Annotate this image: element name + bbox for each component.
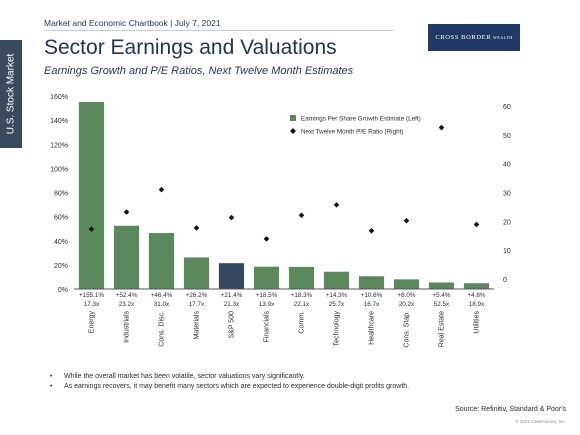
page-subtitle: Earnings Growth and P/E Ratios, Next Twe… (44, 65, 354, 77)
growth-data-label: +4.8% (467, 292, 485, 299)
legend-label-eps: Earnings Per Share Growth Estimate (Left… (301, 116, 421, 123)
bar-7 (323, 271, 350, 289)
pe-data-label: 22.1x (294, 301, 310, 308)
growth-data-label: +10.6% (361, 292, 383, 299)
y-right-tick-label: 60 (503, 104, 511, 111)
y-right-tick-label: 0 (503, 277, 507, 284)
pe-marker-2 (158, 186, 165, 193)
x-category-label: Cons. Disc. (159, 311, 166, 347)
page-title: Sector Earnings and Valuations (44, 36, 337, 59)
growth-data-label: +5.4% (432, 292, 450, 299)
side-section-tab: U.S. Stock Market (0, 40, 22, 148)
x-category-label: Financials (264, 311, 271, 343)
bar-8 (358, 276, 385, 289)
y-left-tick-label: 20% (54, 263, 68, 270)
header-divider (44, 30, 394, 31)
bar-9 (393, 279, 420, 289)
pe-data-label: 31.0x (154, 301, 170, 308)
pe-marker-7 (333, 202, 340, 208)
pe-marker-9 (403, 217, 410, 224)
bar-3 (183, 257, 210, 289)
x-category-label: S&P 500 (229, 311, 236, 339)
x-category-label: Industrials (124, 311, 131, 343)
note-item: While the overall market has been volati… (50, 372, 410, 382)
brand-logo-subtext: WEALTH (493, 35, 513, 40)
x-category-label: Cons. Stap. (404, 311, 411, 348)
notes-list: While the overall market has been volati… (50, 372, 410, 392)
x-category-label: Real Estate (439, 311, 446, 347)
pe-marker-6 (298, 212, 305, 219)
y-right-tick-label: 40 (503, 162, 511, 169)
legend-swatch-pe (290, 128, 296, 134)
bar-0 (78, 101, 105, 290)
y-right-tick-label: 30 (503, 191, 511, 198)
growth-data-label: +14.3% (326, 292, 348, 299)
growth-data-label: +18.5% (256, 292, 278, 299)
pe-data-label: 13.9x (259, 301, 275, 308)
legend-label-pe: Next Twelve Month P/E Ratio (Right) (301, 129, 403, 136)
y-right-tick-label: 10 (503, 248, 511, 255)
y-left-tick-label: 160% (50, 94, 68, 101)
pe-marker-8 (368, 228, 375, 234)
y-right-tick-label: 20 (503, 219, 511, 226)
pe-data-label: 52.5x (434, 301, 450, 308)
pe-marker-10 (438, 124, 445, 131)
x-category-label: Technology (334, 311, 341, 347)
growth-data-label: +26.2% (186, 292, 208, 299)
legend-swatch-eps (290, 115, 296, 121)
bar-10 (428, 282, 455, 289)
pe-marker-1 (123, 209, 130, 215)
bar-4 (218, 263, 245, 289)
y-left-tick-label: 120% (50, 142, 68, 149)
y-left-tick-label: 80% (54, 191, 68, 198)
pe-marker-11 (473, 221, 480, 228)
bar-6 (288, 266, 315, 289)
note-item: As earnings recovers, it may benefit man… (50, 382, 410, 392)
growth-data-label: +18.3% (291, 292, 313, 299)
chartbook-header: Market and Economic Chartbook | July 7, … (44, 18, 221, 28)
copyright-note: © 2021 Clearnomics, Inc. (515, 419, 566, 424)
y-left-tick-label: 100% (50, 166, 68, 173)
pe-data-label: 18.9x (469, 301, 485, 308)
x-category-label: Utilities (474, 311, 481, 334)
y-left-tick-label: 0% (58, 287, 68, 294)
x-category-label: Materials (194, 311, 201, 340)
pe-marker-3 (193, 225, 200, 231)
growth-data-label: +52.4% (116, 292, 138, 299)
pe-data-label: 23.2x (119, 301, 135, 308)
bar-11 (463, 283, 490, 289)
bar-5 (253, 266, 280, 289)
y-right-tick-label: 50 (503, 133, 511, 140)
growth-data-label: +46.4% (151, 292, 173, 299)
x-category-label: Energy (89, 311, 96, 334)
growth-data-label: +21.4% (221, 292, 243, 299)
pe-data-label: 16.7x (364, 301, 380, 308)
pe-data-label: 17.7x (189, 301, 205, 308)
growth-data-label: +155.1% (79, 292, 104, 299)
pe-marker-0 (88, 226, 95, 232)
bar-1 (113, 225, 140, 289)
pe-data-label: 21.3x (224, 301, 240, 308)
x-category-label: Comm. (299, 311, 306, 334)
y-left-tick-label: 140% (50, 118, 68, 125)
pe-data-label: 25.7x (329, 301, 345, 308)
source-note: Source: Refinitiv, Standard & Poor's (455, 406, 566, 413)
brand-logo: CROSS BORDER WEALTH (428, 24, 520, 51)
bar-2 (148, 233, 175, 289)
growth-data-label: +8.0% (397, 292, 415, 299)
y-left-tick-label: 60% (54, 215, 68, 222)
y-left-tick-label: 40% (54, 239, 68, 246)
brand-logo-text: CROSS BORDER (435, 34, 492, 41)
pe-marker-5 (263, 236, 270, 242)
x-category-label: Healthcare (369, 311, 376, 345)
pe-marker-4 (228, 214, 235, 221)
pe-data-label: 20.2x (399, 301, 415, 308)
pe-data-label: 17.3x (84, 301, 100, 308)
